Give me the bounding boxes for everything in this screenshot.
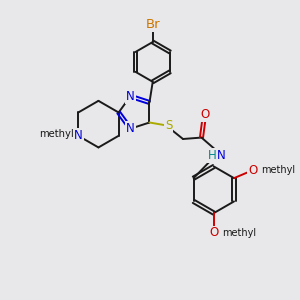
Text: N: N [217, 149, 226, 162]
Text: methyl: methyl [40, 129, 74, 139]
Text: O: O [248, 164, 257, 177]
Text: H: H [208, 149, 217, 162]
Text: N: N [126, 122, 135, 135]
Text: O: O [209, 226, 218, 239]
Text: N: N [126, 90, 135, 103]
Text: N: N [74, 129, 82, 142]
Text: S: S [165, 119, 172, 132]
Text: methyl: methyl [262, 165, 296, 175]
Text: O: O [200, 108, 210, 121]
Text: Br: Br [146, 18, 160, 31]
Text: methyl: methyl [222, 228, 256, 238]
